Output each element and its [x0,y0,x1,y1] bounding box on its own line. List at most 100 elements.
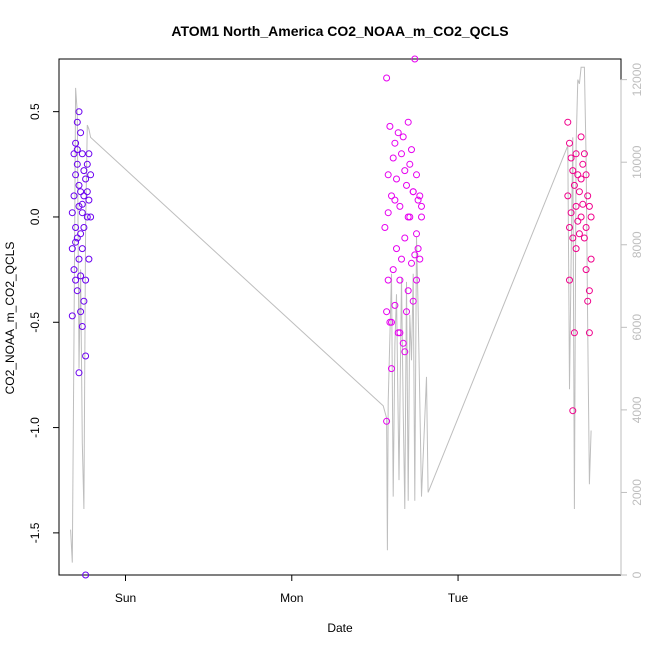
data-point [409,297,417,305]
data-point [77,188,85,196]
data-point [82,571,90,579]
data-point [585,329,593,337]
data-point [85,150,93,158]
data-point [413,171,420,179]
data-point [399,339,407,347]
y2-tick-label: 12000 [630,63,644,97]
chart-title: ATOM1 North_America CO2_NOAA_m_CO2_QCLS [171,23,508,39]
data-point [401,234,409,242]
data-point [399,133,407,141]
data-point [383,74,391,82]
data-point [80,224,88,231]
data-point [389,154,397,162]
data-point [78,323,86,330]
data-point [388,318,395,326]
data-point [68,312,76,320]
data-point [413,276,420,284]
y-tick-label: 0.0 [28,208,42,225]
data-point [80,167,88,175]
data-point [72,238,80,246]
right-axis: 0 2000 4000 6000 8000 10000 12000 [620,63,644,578]
data-point [574,217,582,225]
data-point [404,213,412,221]
y2-tick-label: 8000 [630,231,644,258]
data-point [401,348,409,356]
data-point [72,171,80,179]
data-point [575,230,583,238]
x-tick-label: Mon [280,591,303,605]
data-point [566,139,573,147]
data-point [569,234,577,242]
y2-tick-label: 4000 [630,396,644,423]
data-point [409,188,417,196]
data-point [572,202,580,210]
data-point [82,352,90,360]
data-point [389,266,397,274]
data-point [78,245,86,253]
data-point [73,234,81,242]
data-point [70,266,78,274]
data-point [587,255,595,263]
data-point [416,192,424,200]
y-tick-label: -0.5 [28,312,42,333]
data-point [77,129,85,137]
series-1 [68,108,95,579]
data-point [582,224,590,231]
data-point [418,202,425,210]
data-point [72,224,80,231]
data-point [566,224,573,231]
data-point [78,209,86,217]
data-point [418,213,425,221]
data-point [577,175,585,183]
data-point [566,276,573,284]
data-point [580,234,588,242]
data-point [584,192,592,200]
data-point [73,160,81,168]
data-point [394,129,402,137]
data-point [584,297,592,305]
y-tick-label: 0.5 [28,103,42,120]
data-point [75,255,83,263]
data-point [83,160,91,168]
data-point [414,196,422,204]
y2-tick-label: 6000 [630,314,644,341]
altitude-line-layer [70,66,592,563]
y2-tick-label: 0 [630,571,644,578]
data-point [413,230,420,238]
data-point [408,146,415,154]
data-point [87,213,95,221]
data-point [384,171,392,179]
data-point [391,301,399,309]
data-point [569,167,577,175]
data-point [570,181,578,189]
data-point [70,192,78,200]
data-point [587,213,595,221]
data-point [383,417,391,425]
data-point [77,230,85,238]
data-point [75,181,83,189]
data-point [82,175,90,183]
data-point [572,150,580,158]
left-axis: -1.5 -1.0 -0.5 0.0 0.5 [28,103,59,543]
data-point [580,150,588,158]
data-point [564,118,572,126]
data-point [75,369,83,377]
data-point [77,272,85,280]
data-point [80,297,88,305]
data-point [403,308,410,316]
data-point [78,150,86,158]
data-point [579,160,587,168]
data-point [396,202,404,210]
data-point [393,175,400,183]
data-point [70,150,78,158]
data-point [567,154,575,162]
series-3 [564,118,595,415]
data-point [411,251,419,259]
data-point [574,171,582,179]
data-point [569,407,577,415]
data-point [83,188,91,196]
x-tick-label: Tue [448,591,469,605]
data-point [393,245,400,253]
data-point [575,188,583,196]
data-point [582,171,590,179]
